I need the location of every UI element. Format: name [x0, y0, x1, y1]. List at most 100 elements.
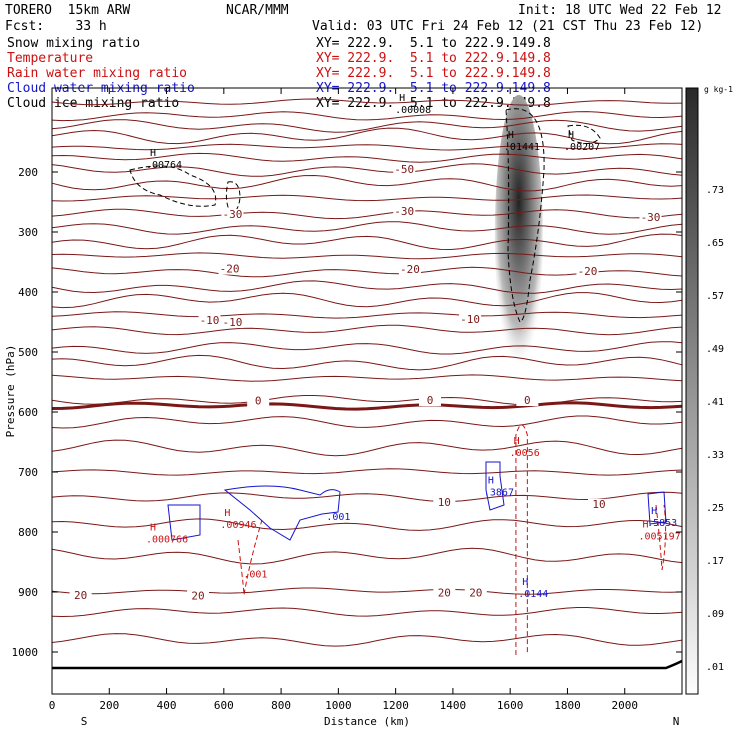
x-tick-label: 200: [99, 699, 119, 712]
temperature-label: -30: [394, 205, 414, 218]
isotherm-line: [51, 194, 683, 202]
temp-label-bg: [218, 263, 241, 275]
max-marker: H: [514, 436, 520, 447]
temperature-label: 20: [438, 587, 451, 600]
temp-label-bg: [587, 498, 610, 510]
x-tick-label: 600: [214, 699, 234, 712]
isotherm-line: [51, 208, 683, 220]
max-value-label: .00764: [146, 160, 182, 171]
y-tick-label: 800: [18, 526, 38, 539]
max-value-label: .01441: [504, 142, 540, 153]
max-marker: H: [399, 93, 405, 104]
rain-contour-north: [655, 504, 667, 571]
temp-label-bg: [419, 395, 441, 406]
temperature-label: 20: [74, 589, 87, 602]
isotherm-line: [51, 233, 683, 251]
isotherm-line: [51, 518, 683, 531]
isotherm-line: [51, 607, 683, 618]
max-value-label: .3867: [484, 488, 514, 499]
max-marker: H: [508, 130, 514, 141]
max-value-label: .0056: [510, 448, 540, 459]
isotherm-line: [51, 280, 683, 294]
colorbar-unit: g kg-1: [704, 85, 733, 94]
temperature-label: -10: [222, 316, 242, 329]
isotherm-line: [51, 111, 683, 122]
x-tick-label: 1000: [325, 699, 352, 712]
y-tick-label: 700: [18, 466, 38, 479]
colorbar-label: .65: [706, 238, 724, 249]
temp-label-bg: [393, 164, 416, 175]
x-tick-label: 1200: [382, 699, 409, 712]
x-axis-title: Distance (km): [324, 715, 410, 728]
isotherm-line: [51, 354, 683, 371]
temperature-label: 10: [592, 498, 605, 511]
temp-label-bg: [516, 395, 539, 406]
x-tick-label: 1800: [554, 699, 581, 712]
temp-label-bg: [576, 266, 599, 277]
temp-label-bg: [464, 587, 487, 599]
x-tick-label: 400: [157, 699, 177, 712]
isotherm-line: [51, 98, 683, 106]
max-marker: H: [522, 577, 528, 588]
cloud-contour-d: [647, 491, 667, 525]
temperature-label: 10: [438, 496, 451, 509]
isotherm-line: [51, 324, 683, 336]
temp-label-bg: [433, 587, 456, 599]
y-tick-label: 400: [18, 286, 38, 299]
temp-label-bg: [393, 206, 416, 217]
colorbar-label: .49: [706, 344, 724, 355]
plot-frame: [51, 87, 683, 695]
forecast-hour: Fcst: 33 h: [5, 19, 107, 34]
temp-label-bg: [187, 590, 210, 602]
isotherm-line: [51, 587, 683, 595]
temperature-label: 20: [469, 587, 482, 600]
isotherm-line: [51, 491, 683, 502]
contour-value-label: .001: [326, 512, 350, 523]
center-title: NCAR/MMM: [226, 3, 289, 18]
legend-temperature-xy: XY= 222.9. 5.1 to 222.9.149.8: [316, 51, 551, 66]
temp-label-bg: [221, 317, 244, 328]
max-value-label: .000766: [146, 534, 188, 545]
isotherm-line: [51, 221, 683, 235]
colorbar-label: .25: [706, 503, 724, 514]
contour-value-label: .001: [243, 570, 267, 581]
colorbar-label: .57: [706, 291, 724, 302]
colorbar-label: .41: [706, 397, 724, 408]
y-tick-label: 900: [18, 586, 38, 599]
temperature-label: -30: [222, 208, 242, 221]
temp-label-bg: [198, 315, 221, 327]
cloud-contour-c: [485, 461, 505, 511]
temperature-label: 0: [255, 395, 262, 408]
max-marker: H: [150, 522, 156, 533]
max-marker: H: [568, 130, 574, 141]
x-tick-label: 1400: [440, 699, 467, 712]
x-end-label-south: S: [81, 715, 88, 728]
legend-cloud-ice: Cloud ice mixing ratio: [7, 96, 180, 111]
x-tick-label: 2000: [611, 699, 638, 712]
legend-snow-xy: XY= 222.9. 5.1 to 222.9.149.8: [316, 36, 551, 51]
freezing-level-contour: [51, 401, 683, 411]
isotherm-line: [51, 341, 683, 355]
isotherm-line: [51, 163, 683, 177]
temp-label-bg: [221, 209, 244, 220]
isotherm-line: [51, 292, 683, 309]
max-value-label: .00946: [220, 520, 256, 531]
temperature-label: 20: [191, 590, 204, 603]
x-tick-label: 1600: [497, 699, 524, 712]
isotherm-line: [51, 633, 683, 647]
temp-label-bg: [433, 497, 456, 508]
colorbar-label: .73: [706, 185, 724, 196]
temperature-label: 0: [427, 394, 434, 407]
temperature-label: -20: [578, 265, 598, 278]
colorbar-label: .17: [706, 556, 724, 567]
colorbar-label: .01: [706, 662, 724, 673]
y-axis-title: Pressure (hPa): [4, 345, 17, 438]
legend-snow: Snow mixing ratio: [7, 36, 141, 51]
y-tick-label: 300: [18, 226, 38, 239]
legend-temperature: Temperature: [7, 51, 94, 66]
snow-contour-core: [505, 108, 545, 323]
isotherm-line: [51, 547, 683, 565]
isotherm-line: [51, 127, 683, 145]
max-value-label: .005197: [639, 531, 681, 542]
